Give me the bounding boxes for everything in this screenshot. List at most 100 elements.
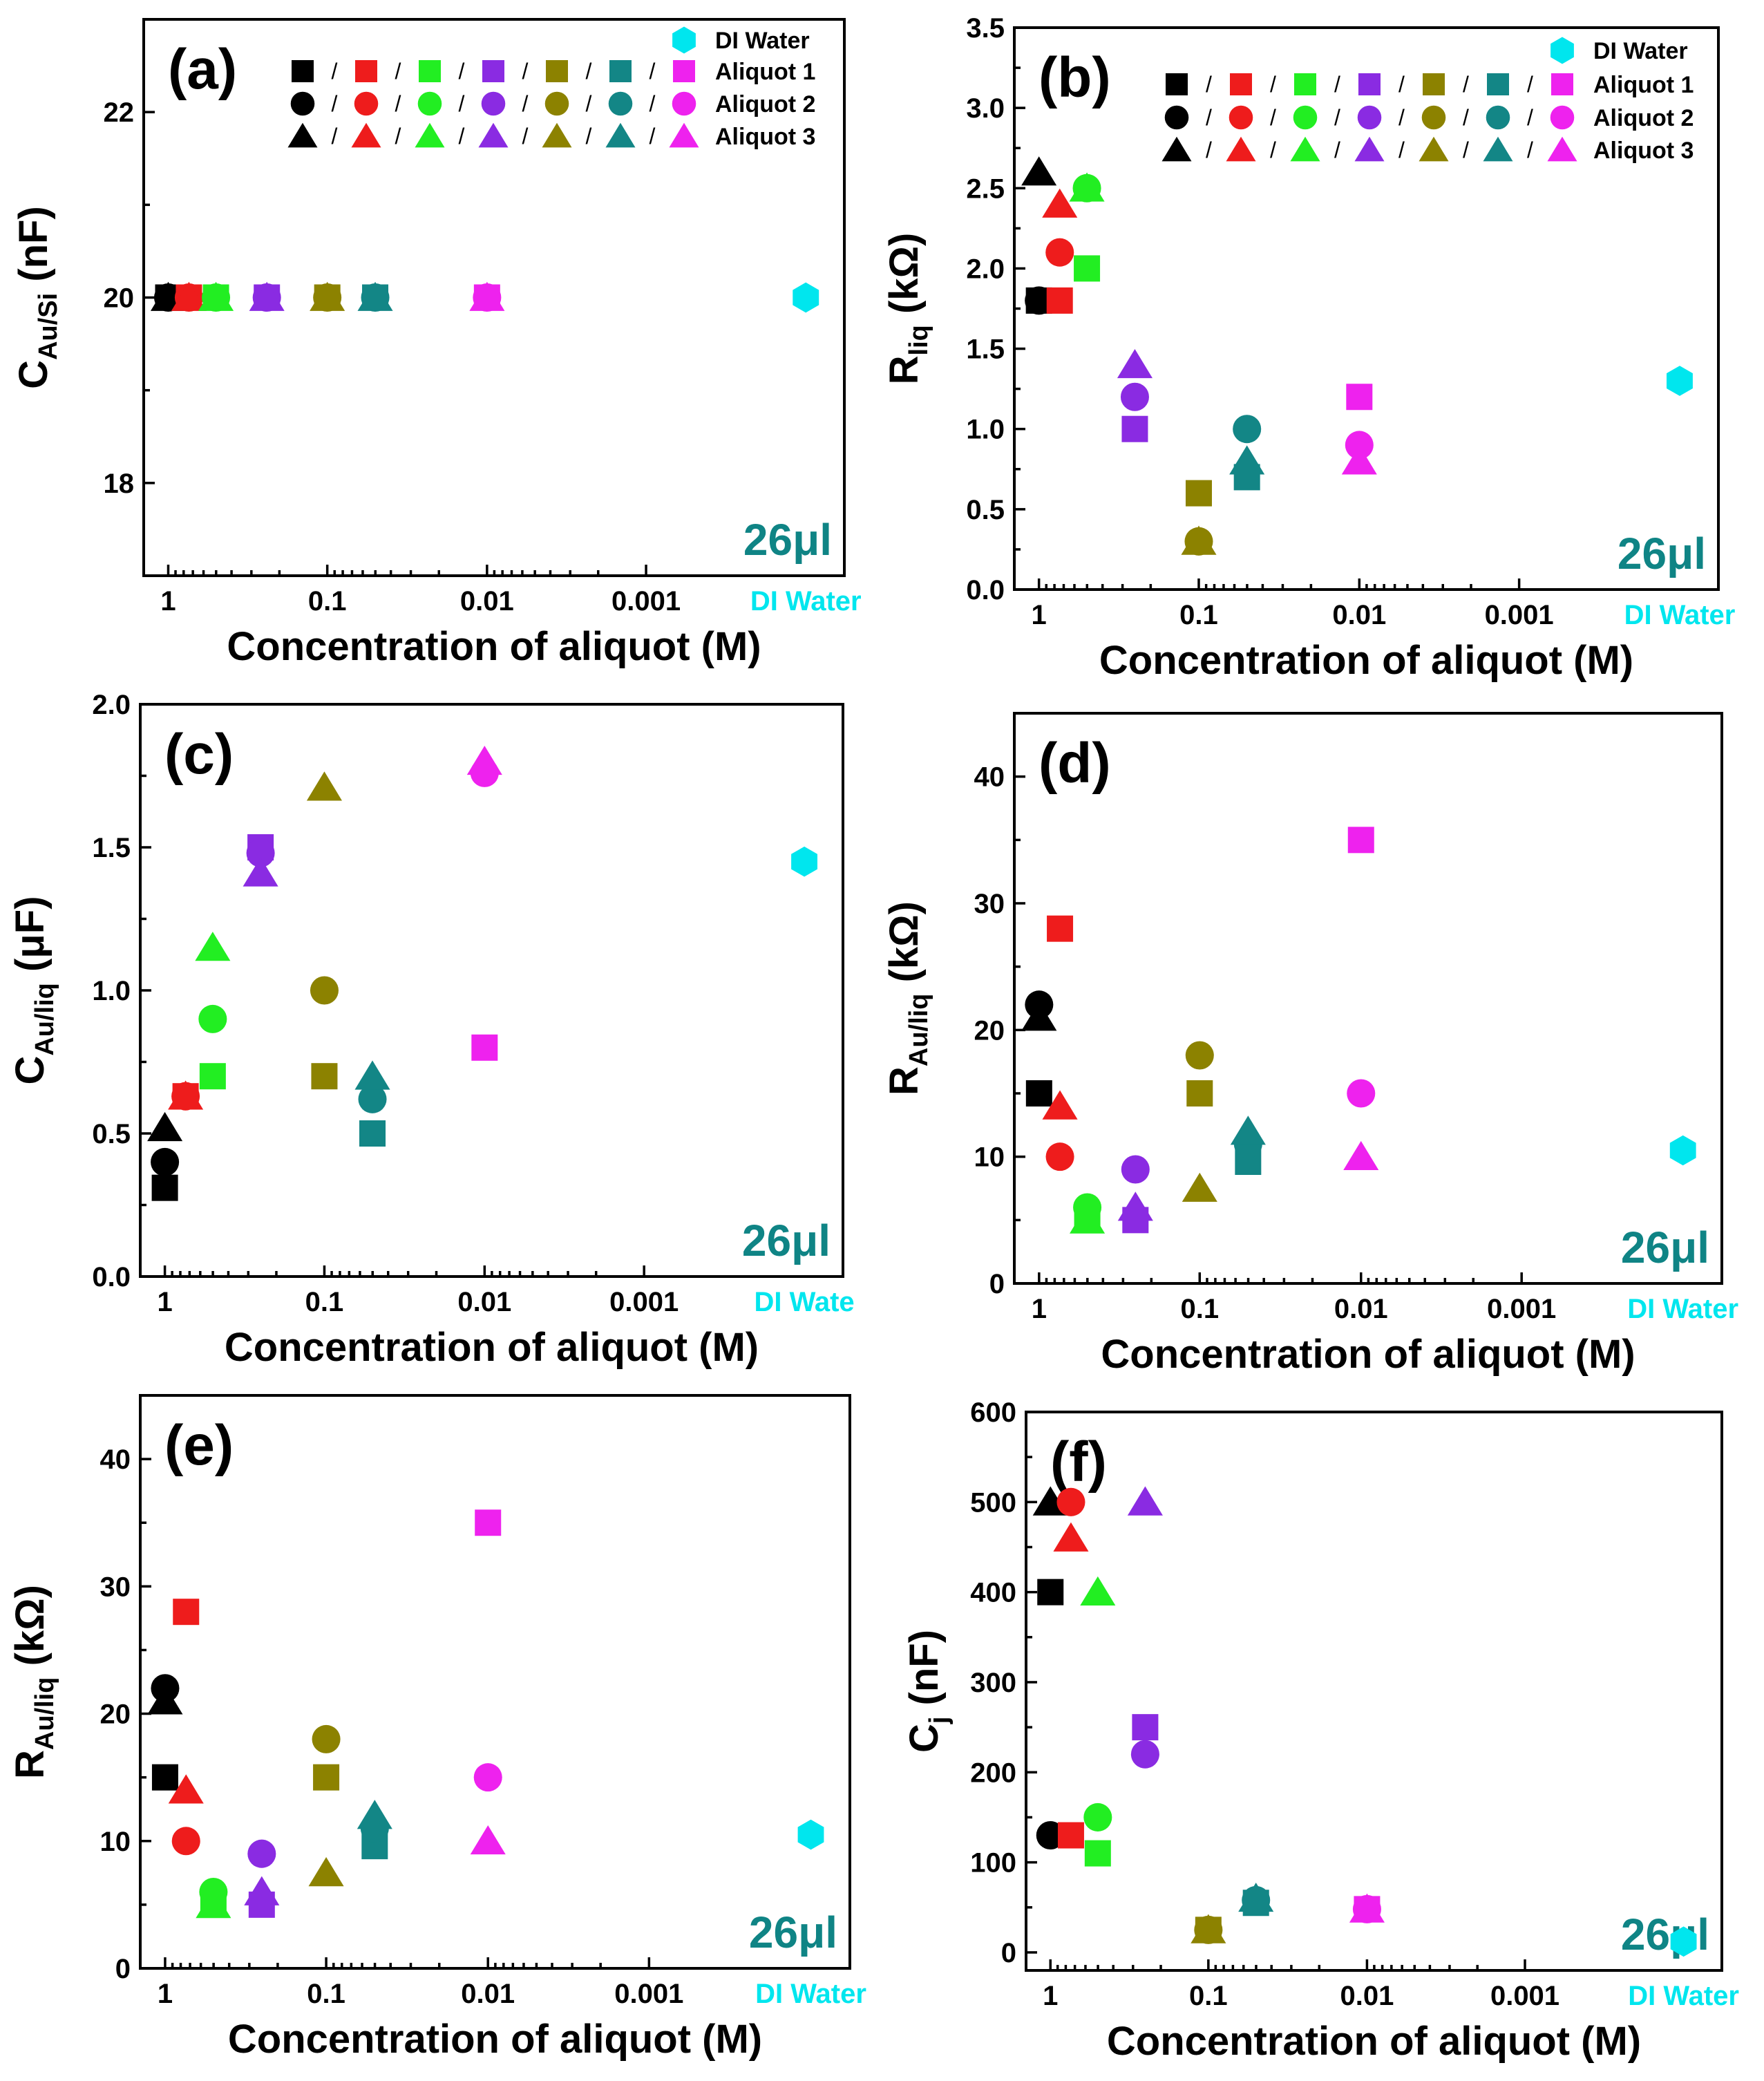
data-point-teal-circle [1233, 415, 1262, 444]
x-axis-title: Concentration of aliquot (M) [1107, 2019, 1641, 2064]
data-point-purple-triangle [243, 857, 278, 887]
data-point-purple-circle [246, 838, 275, 867]
legend-separator: / [1527, 105, 1533, 130]
legend-separator: / [586, 124, 592, 149]
legend-label-aliquot: Aliquot 3 [1593, 138, 1694, 164]
data-point-cyan-hexagon [1669, 1135, 1696, 1166]
data-point-olive-triangle [306, 771, 342, 801]
data-point-green-square [1074, 255, 1101, 282]
y-tick-label: 10 [974, 1142, 1005, 1173]
legend-separator: / [586, 91, 592, 116]
legend-marker-black-circle [290, 91, 315, 116]
panel-tag: (d) [1039, 732, 1111, 795]
legend-marker-olive-circle [544, 91, 569, 116]
panel-tag: (b) [1039, 46, 1111, 109]
legend-marker-purple-circle [481, 91, 506, 116]
legend-marker-red-square [355, 60, 377, 82]
y-tick-label: 0.0 [966, 575, 1005, 605]
legend-marker-olive-circle [1421, 105, 1446, 130]
y-tick-label: 0 [989, 1269, 1005, 1299]
legend-marker-red-square [1230, 73, 1252, 95]
data-point-magenta-triangle [469, 281, 505, 311]
panel-d: 0 10 20 30 40 1 0.1 0.01 0.001 DI Water Concentrat… [882, 712, 1738, 1377]
legend-marker-magenta-triangle [1547, 136, 1577, 162]
legend-separator: / [332, 124, 338, 149]
data-point-red-triangle [1053, 1522, 1089, 1552]
legend-separator: / [459, 91, 465, 116]
legend-label-di-water: DI Water [1593, 38, 1688, 64]
y-tick-label: 200 [970, 1758, 1016, 1788]
y-tick-label: 30 [100, 1572, 131, 1602]
legend-separator: / [332, 91, 338, 116]
data-point-black-triangle [147, 1111, 183, 1142]
legend-marker-magenta-circle [672, 91, 696, 116]
data-point-magenta-square [1347, 827, 1374, 854]
data-point-olive-triangle [1182, 1172, 1217, 1202]
y-tick-label: 400 [970, 1578, 1016, 1608]
data-point-olive-square [1186, 1080, 1213, 1107]
data-point-black-circle [1036, 1820, 1065, 1850]
y-axis-title-sub: Au/liq [30, 1677, 59, 1751]
y-axis-title: CAu/liq (μF) [8, 896, 59, 1084]
data-point-green-square [1084, 1840, 1111, 1867]
y-axis-title-unit: (nF) [11, 206, 56, 293]
legend-separator: / [649, 59, 656, 84]
legend-marker-olive-triangle [542, 122, 572, 148]
data-point-green-triangle [196, 1889, 231, 1919]
panel-a: 18 20 22 1 0.1 0.01 0.001 DI Water Concentration… [11, 18, 862, 669]
legend-separator: / [586, 59, 592, 84]
data-point-purple-circle [1120, 382, 1149, 411]
y-tick-label: 40 [974, 762, 1005, 793]
panel-f: 0 100 200 300 400 500 600 1 0.1 0.01 0.001 DI Water… [902, 1397, 1739, 2064]
data-point-black-triangle [1021, 1001, 1057, 1031]
legend-marker-red-triangle [351, 122, 381, 148]
data-point-magenta-circle [1345, 431, 1374, 460]
legend-marker-magenta-circle [1550, 105, 1575, 130]
panel-b: 0.0 0.5 1.0 1.5 2.0 2.5 3.0 3.5 1 0.1 0.01 0.001 DI … [882, 13, 1735, 683]
data-point-olive-square [1185, 480, 1212, 507]
data-point-olive-square [311, 1063, 338, 1090]
x-tick-label-di-water: DI Water [1628, 1981, 1739, 2011]
y-axis-title: Rliq (kΩ) [882, 233, 933, 385]
x-tick-label: 0.01 [1332, 600, 1386, 630]
legend: DI Water / / / / / / Aliquot 1 / / / / / / Aliquot 2 / /… [1161, 37, 1694, 164]
y-tick-label: 10 [100, 1827, 131, 1857]
y-tick-label: 0.5 [966, 495, 1005, 525]
data-point-magenta-triangle [470, 1825, 506, 1855]
data-point-olive-triangle [310, 281, 345, 311]
data-point-purple-triangle [249, 281, 285, 311]
data-point-green-triangle [198, 281, 234, 311]
legend-marker-purple-triangle [478, 122, 509, 148]
data-point-black-circle [1025, 286, 1054, 315]
legend-marker-red-triangle [1226, 136, 1256, 162]
data-point-black-square [151, 1764, 178, 1791]
data-point-magenta-triangle [466, 746, 502, 775]
data-point-red-triangle [171, 281, 207, 311]
data-point-cyan-hexagon [793, 282, 819, 313]
data-point-olive-triangle [1181, 525, 1217, 555]
legend-marker-olive-square [1423, 73, 1445, 95]
y-axis-title-sub: Au/Si [34, 293, 63, 360]
volume-label: 26μl [749, 1908, 837, 1957]
panel-tag: (c) [164, 723, 234, 786]
x-tick-label: 0.001 [1487, 1294, 1556, 1324]
data-point-purple-triangle [1127, 1486, 1163, 1516]
y-tick-label: 3.0 [966, 93, 1005, 124]
data-point-black-triangle [147, 1685, 183, 1715]
x-tick-label: 0.001 [609, 1287, 679, 1317]
y-tick-label: 40 [100, 1444, 131, 1475]
y-axis-title: RAu/liq (kΩ) [882, 901, 933, 1095]
x-tick-label: 0.1 [1189, 1981, 1228, 2011]
data-point-magenta-circle [473, 1763, 502, 1792]
legend-marker-green-square [1294, 73, 1316, 95]
legend-separator: / [1334, 138, 1340, 162]
y-tick-label: 2.0 [966, 254, 1005, 284]
y-axis-title-unit: (μF) [8, 896, 53, 983]
data-point-olive-circle [310, 976, 339, 1005]
x-axis-title: Concentration of aliquot (M) [1099, 638, 1633, 683]
legend-marker-purple-square [482, 60, 504, 82]
legend-marker-purple-circle [1357, 105, 1382, 130]
data-point-red-square [1047, 915, 1074, 942]
x-tick-label: 0.001 [614, 1979, 683, 2009]
x-axis-title: Concentration of aliquot (M) [1101, 1332, 1635, 1377]
